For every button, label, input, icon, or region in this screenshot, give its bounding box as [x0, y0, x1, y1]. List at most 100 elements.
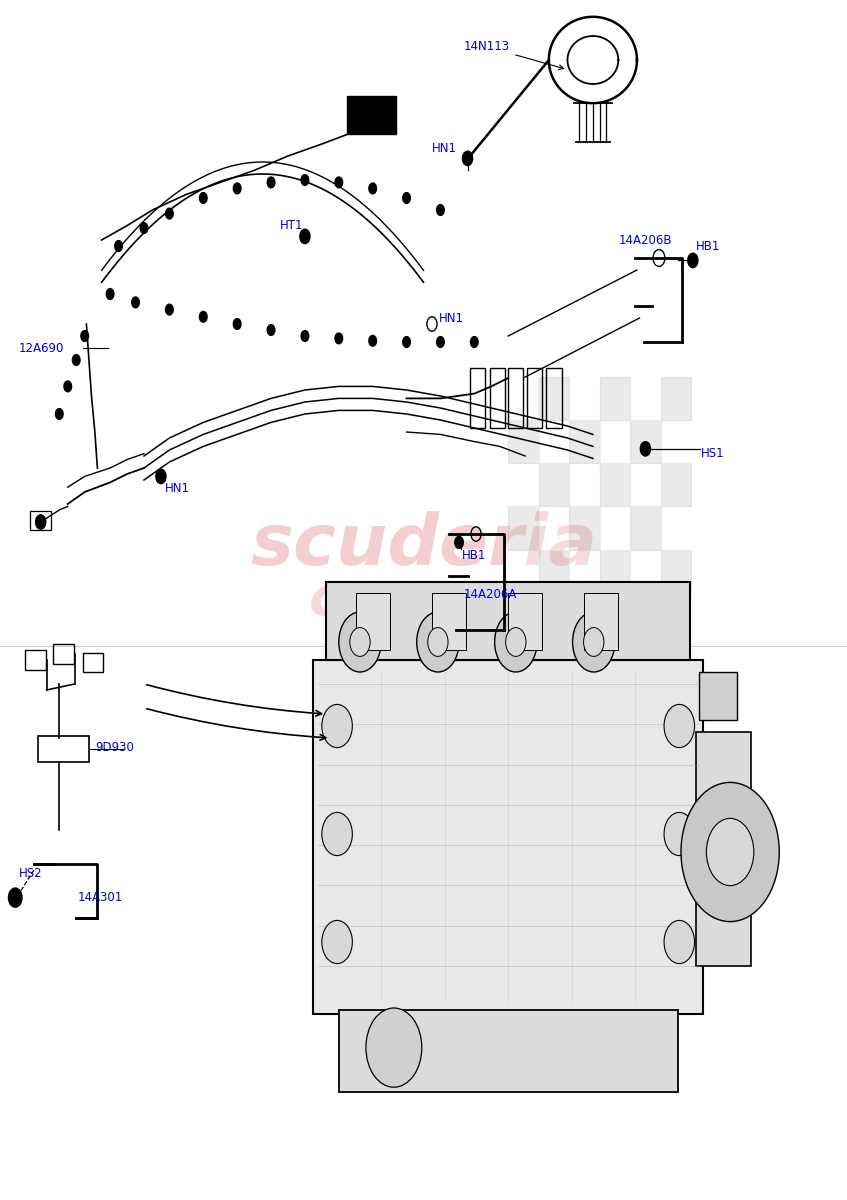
Circle shape — [322, 920, 352, 964]
Circle shape — [584, 628, 604, 656]
Circle shape — [335, 176, 343, 187]
Bar — [30, 511, 51, 530]
Circle shape — [166, 304, 174, 314]
Circle shape — [115, 240, 123, 251]
Circle shape — [664, 812, 695, 856]
Text: HN1: HN1 — [439, 312, 464, 324]
Circle shape — [664, 920, 695, 964]
Circle shape — [73, 355, 80, 365]
Bar — [569, 550, 600, 593]
Bar — [699, 672, 737, 720]
Bar — [600, 463, 630, 506]
Bar — [600, 377, 630, 420]
Circle shape — [302, 330, 309, 341]
Text: HS2: HS2 — [19, 868, 42, 880]
Bar — [539, 593, 569, 636]
Circle shape — [141, 222, 148, 233]
Bar — [508, 593, 539, 636]
Bar — [600, 550, 630, 593]
Text: HT1: HT1 — [280, 220, 303, 232]
Bar — [508, 506, 539, 550]
Circle shape — [664, 704, 695, 748]
Circle shape — [506, 628, 526, 656]
Bar — [630, 506, 661, 550]
Bar — [630, 550, 661, 593]
Bar — [38, 736, 89, 762]
Bar — [569, 420, 600, 463]
Bar — [527, 368, 542, 428]
Circle shape — [417, 612, 459, 672]
Bar — [508, 420, 539, 463]
Bar — [630, 593, 661, 636]
Text: HN1: HN1 — [432, 143, 457, 155]
Text: scuderia: scuderia — [250, 511, 597, 581]
Circle shape — [302, 174, 309, 185]
Circle shape — [369, 336, 377, 346]
Bar — [569, 506, 600, 550]
Circle shape — [268, 324, 274, 335]
Circle shape — [369, 184, 377, 193]
Bar — [313, 660, 703, 1014]
Text: HS1: HS1 — [701, 448, 725, 460]
Text: HB1: HB1 — [462, 550, 486, 562]
Circle shape — [166, 209, 174, 218]
Circle shape — [200, 192, 208, 203]
Circle shape — [268, 176, 274, 187]
Bar — [539, 463, 569, 506]
Bar — [83, 653, 103, 672]
Circle shape — [8, 888, 22, 907]
Bar — [339, 1010, 678, 1092]
Bar — [508, 593, 542, 650]
Circle shape — [107, 288, 113, 300]
Text: car  par: car par — [309, 574, 538, 626]
Circle shape — [322, 812, 352, 856]
Circle shape — [300, 229, 310, 244]
Circle shape — [234, 184, 241, 193]
Circle shape — [56, 408, 64, 419]
Bar — [470, 368, 485, 428]
Bar — [661, 593, 691, 636]
Bar — [356, 593, 390, 650]
Text: 14A206B: 14A206B — [618, 234, 672, 246]
Text: 14A206A: 14A206A — [464, 588, 518, 600]
Circle shape — [437, 204, 445, 215]
Bar — [661, 506, 691, 550]
Circle shape — [681, 782, 779, 922]
Circle shape — [495, 612, 537, 672]
Bar — [661, 377, 691, 420]
Bar — [696, 732, 751, 966]
Circle shape — [339, 612, 381, 672]
Bar — [539, 506, 569, 550]
Bar — [569, 463, 600, 506]
Circle shape — [234, 318, 241, 329]
Text: 14N113: 14N113 — [464, 41, 563, 70]
Circle shape — [64, 382, 71, 391]
Bar — [630, 420, 661, 463]
Circle shape — [437, 336, 445, 348]
Bar — [600, 420, 630, 463]
Circle shape — [366, 1008, 422, 1087]
Bar — [630, 463, 661, 506]
Circle shape — [706, 818, 754, 886]
Circle shape — [403, 192, 411, 203]
Bar — [584, 593, 618, 650]
Circle shape — [428, 628, 448, 656]
Circle shape — [335, 334, 343, 344]
Bar — [508, 377, 539, 420]
Circle shape — [350, 628, 370, 656]
Circle shape — [640, 442, 650, 456]
Circle shape — [132, 296, 139, 307]
Bar — [600, 506, 630, 550]
Bar — [630, 377, 661, 420]
Circle shape — [573, 612, 615, 672]
Text: HN1: HN1 — [165, 482, 191, 494]
Circle shape — [471, 336, 479, 348]
Bar — [600, 593, 630, 636]
Bar — [539, 377, 569, 420]
Circle shape — [36, 515, 46, 529]
Circle shape — [156, 469, 166, 484]
Circle shape — [462, 151, 473, 166]
Bar — [569, 593, 600, 636]
Circle shape — [81, 330, 89, 341]
Bar — [661, 420, 691, 463]
